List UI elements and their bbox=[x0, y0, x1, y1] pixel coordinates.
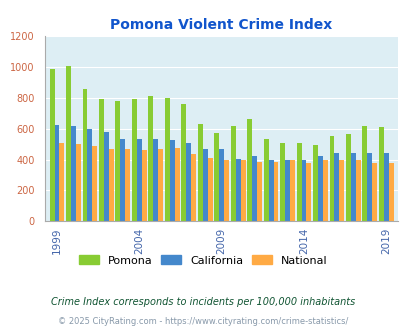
Bar bbox=[132, 99, 136, 221]
Bar bbox=[214, 133, 219, 221]
Bar bbox=[66, 66, 71, 221]
Bar bbox=[284, 160, 289, 221]
Bar bbox=[125, 149, 130, 221]
Bar bbox=[109, 149, 113, 221]
Bar bbox=[87, 129, 92, 221]
Bar bbox=[71, 126, 76, 221]
Bar bbox=[350, 152, 355, 221]
Legend: Pomona, California, National: Pomona, California, National bbox=[74, 251, 331, 270]
Bar bbox=[191, 154, 196, 221]
Bar bbox=[355, 160, 360, 221]
Bar bbox=[207, 158, 212, 221]
Bar bbox=[169, 140, 174, 221]
Bar bbox=[329, 136, 334, 221]
Bar bbox=[371, 163, 376, 221]
Bar bbox=[104, 132, 109, 221]
Bar bbox=[256, 162, 261, 221]
Bar bbox=[158, 149, 163, 221]
Bar bbox=[268, 159, 273, 221]
Bar bbox=[174, 148, 179, 221]
Bar bbox=[317, 156, 322, 221]
Bar bbox=[247, 119, 252, 221]
Bar bbox=[181, 104, 186, 221]
Bar bbox=[99, 99, 104, 221]
Text: Crime Index corresponds to incidents per 100,000 inhabitants: Crime Index corresponds to incidents per… bbox=[51, 297, 354, 307]
Bar bbox=[76, 144, 81, 221]
Bar bbox=[136, 140, 141, 221]
Bar bbox=[60, 143, 64, 221]
Bar bbox=[306, 163, 311, 221]
Bar bbox=[186, 143, 191, 221]
Bar bbox=[252, 156, 256, 221]
Title: Pomona Violent Crime Index: Pomona Violent Crime Index bbox=[110, 18, 332, 32]
Bar bbox=[224, 160, 228, 221]
Bar bbox=[219, 149, 224, 221]
Bar bbox=[301, 159, 306, 221]
Bar bbox=[383, 153, 388, 221]
Bar bbox=[289, 160, 294, 221]
Bar bbox=[279, 143, 284, 221]
Bar bbox=[120, 140, 125, 221]
Bar bbox=[312, 145, 317, 221]
Bar bbox=[54, 125, 60, 221]
Text: © 2025 CityRating.com - https://www.cityrating.com/crime-statistics/: © 2025 CityRating.com - https://www.city… bbox=[58, 317, 347, 326]
Bar bbox=[202, 149, 207, 221]
Bar bbox=[339, 159, 343, 221]
Bar bbox=[362, 126, 367, 221]
Bar bbox=[334, 152, 339, 221]
Bar bbox=[367, 153, 371, 221]
Bar bbox=[378, 127, 383, 221]
Bar bbox=[273, 162, 278, 221]
Bar bbox=[153, 140, 158, 221]
Bar bbox=[148, 96, 153, 221]
Bar bbox=[115, 101, 120, 221]
Bar bbox=[197, 124, 202, 221]
Bar bbox=[388, 163, 393, 221]
Bar bbox=[82, 89, 87, 221]
Bar bbox=[230, 126, 235, 221]
Bar bbox=[92, 146, 97, 221]
Bar bbox=[141, 150, 146, 221]
Bar bbox=[164, 98, 169, 221]
Bar bbox=[49, 69, 54, 221]
Bar bbox=[345, 134, 350, 221]
Bar bbox=[240, 160, 245, 221]
Bar bbox=[263, 139, 268, 221]
Bar bbox=[235, 159, 240, 221]
Bar bbox=[296, 143, 301, 221]
Bar bbox=[322, 160, 327, 221]
